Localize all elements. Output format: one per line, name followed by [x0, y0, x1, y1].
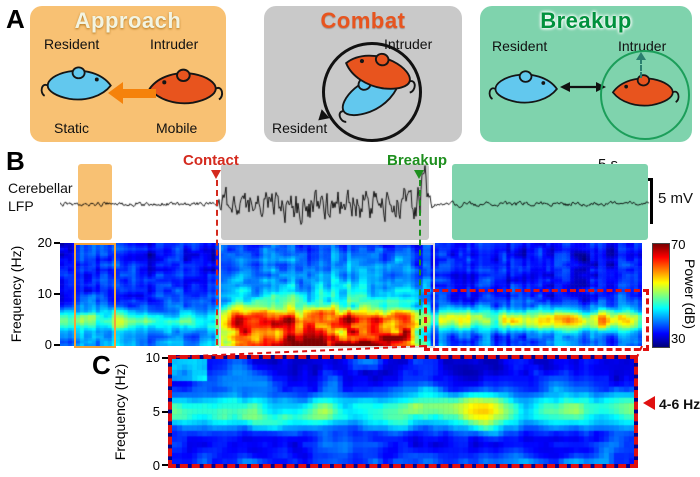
- panel-c-label: C: [92, 350, 111, 380]
- contact-dashed-line: [216, 180, 218, 345]
- spec-tick-0: [54, 344, 60, 346]
- spec-ytick-label-10: 10: [37, 286, 52, 301]
- colorbar-canvas: [652, 243, 670, 348]
- zoom-ytick-label-0: 0: [152, 458, 160, 473]
- approach-spec-outline: [74, 243, 116, 348]
- zoom-tick-5: [162, 411, 168, 413]
- zoom-ytick-label-10: 10: [145, 350, 160, 365]
- breakup-dashed-line: [419, 180, 421, 345]
- breakup-arrowhead-icon: [414, 170, 424, 179]
- signal-name-line1: Cerebellar: [8, 180, 73, 196]
- signal-name-line2: LFP: [8, 198, 34, 214]
- spec-y-axis-label: Frequency (Hz): [8, 245, 24, 343]
- colorbar-title: Power (dB): [682, 258, 698, 330]
- colorbar-min-label: 30: [671, 331, 686, 346]
- breakup-event-label: Breakup: [387, 152, 448, 169]
- panel-a-label: A: [6, 4, 25, 34]
- approach-panel: Approach Resident Intruder Static Mobile: [30, 6, 226, 142]
- contact-arrowhead-icon: [211, 170, 221, 179]
- breakup-circle-icon: [600, 50, 690, 140]
- zoom-tick-10: [162, 357, 168, 359]
- breakup-title: Breakup: [540, 8, 632, 33]
- combat-title: Combat: [320, 8, 406, 33]
- breakup-dashed-arrowhead-icon: [636, 52, 646, 60]
- breakup-panel: Breakup Resident Intruder: [480, 6, 692, 142]
- approach-intruder-label: Intruder: [150, 36, 199, 52]
- colorbar-max-label: 70: [671, 237, 686, 252]
- spec-tick-10: [54, 293, 60, 295]
- breakup-intruder-mouse-icon: [606, 68, 682, 111]
- approach-arrow-icon: [108, 82, 156, 104]
- contact-event-label: Contact: [183, 152, 239, 169]
- approach-title: Approach: [74, 8, 182, 33]
- approach-static-label: Static: [54, 120, 90, 136]
- spec-ytick-label-0: 0: [44, 337, 52, 352]
- zoom-spectrogram-canvas: [172, 359, 634, 464]
- combat-circle-icon: [322, 42, 422, 142]
- zoom-ytick-label-5: 5: [152, 404, 160, 419]
- zoom-tick-0: [162, 464, 168, 466]
- band-annotation: 4-6 Hz: [659, 396, 700, 412]
- band-arrow-icon: [643, 396, 655, 410]
- zoom-region-outline: [424, 289, 649, 351]
- breakup-resident-label: Resident: [492, 38, 548, 54]
- spec-tick-20: [54, 242, 60, 244]
- approach-mobile-label: Mobile: [156, 120, 198, 136]
- combat-panel: Combat Intruder Resident: [264, 6, 462, 142]
- approach-resident-label: Resident: [44, 36, 100, 52]
- spectrogram-canvas: [60, 243, 642, 346]
- breakup-dashed-arrow-icon: [640, 58, 642, 78]
- resident-mouse-icon: [38, 60, 118, 105]
- voltage-scalebar-icon: [650, 178, 653, 224]
- zoom-y-axis-label: Frequency (Hz): [112, 363, 128, 461]
- combat-resident-label: Resident: [272, 120, 328, 136]
- zoom-spectrogram-frame: [168, 355, 638, 468]
- voltage-scale-label: 5 mV: [658, 190, 694, 207]
- panel-b-label: B: [6, 146, 25, 176]
- spec-ytick-label-20: 20: [37, 235, 52, 250]
- breakup-resident-mouse-icon: [486, 64, 564, 108]
- lfp-trace-canvas: [60, 164, 650, 242]
- combat-spec-outline: [219, 243, 435, 348]
